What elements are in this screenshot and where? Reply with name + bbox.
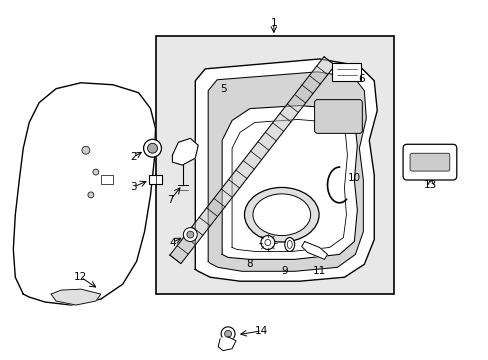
Circle shape: [93, 169, 99, 175]
FancyBboxPatch shape: [409, 153, 449, 171]
Circle shape: [224, 330, 231, 337]
Text: 5: 5: [220, 84, 226, 94]
Polygon shape: [218, 337, 236, 351]
Text: 8: 8: [246, 259, 253, 269]
Circle shape: [261, 235, 274, 249]
Text: 11: 11: [312, 266, 325, 276]
Text: 2: 2: [130, 152, 137, 162]
Text: 4: 4: [169, 238, 175, 248]
Polygon shape: [51, 289, 101, 305]
Polygon shape: [301, 242, 327, 260]
Circle shape: [82, 146, 90, 154]
Polygon shape: [169, 57, 334, 264]
Text: 9: 9: [281, 266, 287, 276]
Text: 7: 7: [167, 195, 173, 205]
Polygon shape: [13, 83, 155, 305]
Text: 14: 14: [255, 326, 268, 336]
Text: 6: 6: [357, 74, 364, 84]
Circle shape: [186, 231, 193, 238]
Text: 12: 12: [74, 272, 87, 282]
FancyBboxPatch shape: [314, 100, 362, 133]
Text: 1: 1: [270, 18, 277, 28]
FancyBboxPatch shape: [402, 144, 456, 180]
Polygon shape: [208, 72, 366, 271]
Text: 13: 13: [424, 180, 437, 190]
Polygon shape: [222, 105, 357, 260]
Circle shape: [88, 192, 94, 198]
Circle shape: [147, 143, 157, 153]
Circle shape: [183, 228, 197, 242]
Text: 3: 3: [130, 182, 137, 192]
Bar: [331, 63, 361, 81]
Circle shape: [221, 327, 235, 341]
Ellipse shape: [284, 238, 294, 251]
Bar: [148, 175, 162, 184]
Text: 10: 10: [347, 173, 360, 183]
Polygon shape: [195, 59, 376, 281]
Ellipse shape: [252, 194, 310, 235]
Circle shape: [264, 239, 270, 246]
Circle shape: [143, 139, 161, 157]
Polygon shape: [172, 138, 198, 165]
Ellipse shape: [244, 188, 319, 242]
Bar: [155, 36, 393, 294]
Bar: [101, 175, 113, 184]
